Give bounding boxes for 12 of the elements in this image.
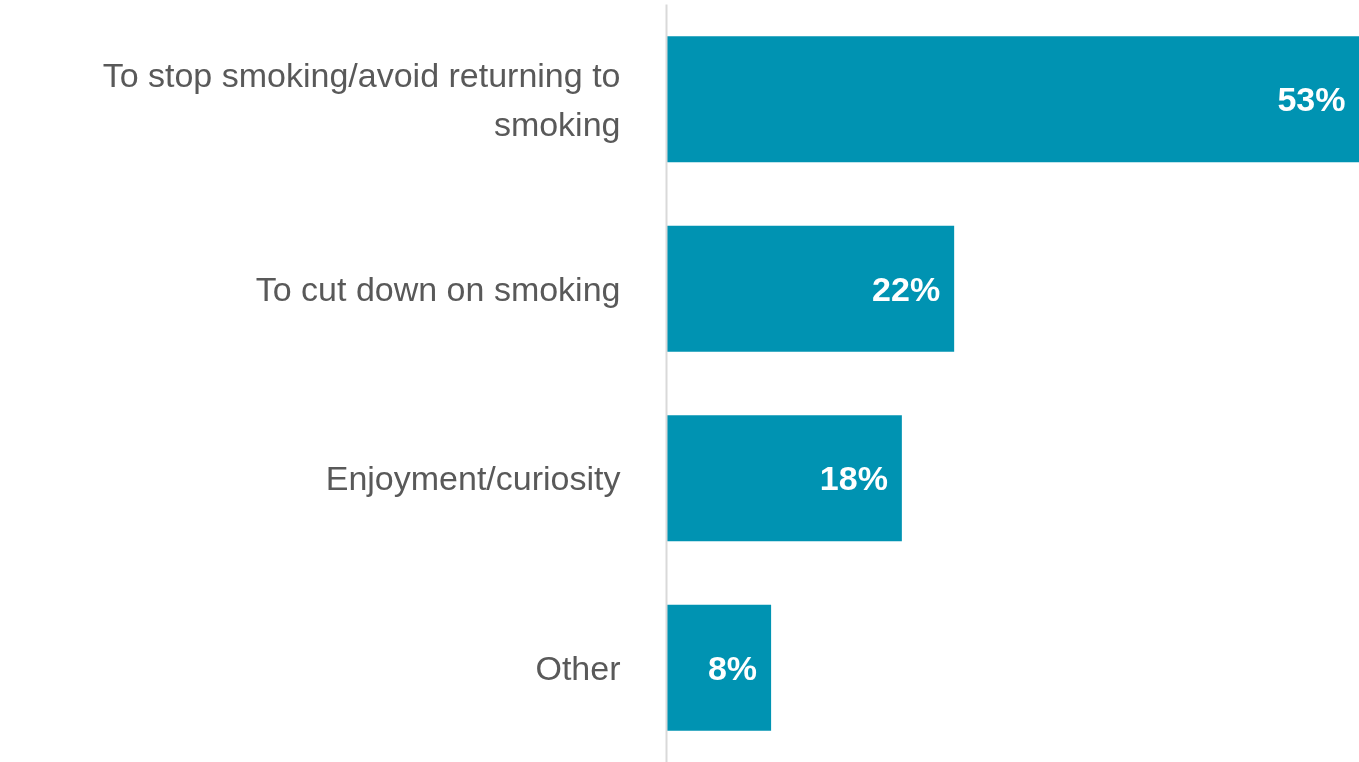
data-label: 8%: [707, 648, 758, 687]
data-label: 53%: [1277, 80, 1346, 119]
data-label: 22%: [872, 269, 941, 308]
data-label: 18%: [819, 459, 888, 498]
bar: [666, 604, 772, 731]
y-tick-label: Other: [535, 648, 621, 687]
bar: [666, 415, 902, 542]
bar: [666, 225, 955, 352]
y-tick-label: To cut down on smoking: [255, 269, 621, 308]
y-tick-label: To stop smoking/avoid returning to smoking: [102, 55, 621, 143]
bar: [666, 36, 1359, 163]
y-tick-label: Enjoyment/curiosity: [325, 459, 621, 498]
